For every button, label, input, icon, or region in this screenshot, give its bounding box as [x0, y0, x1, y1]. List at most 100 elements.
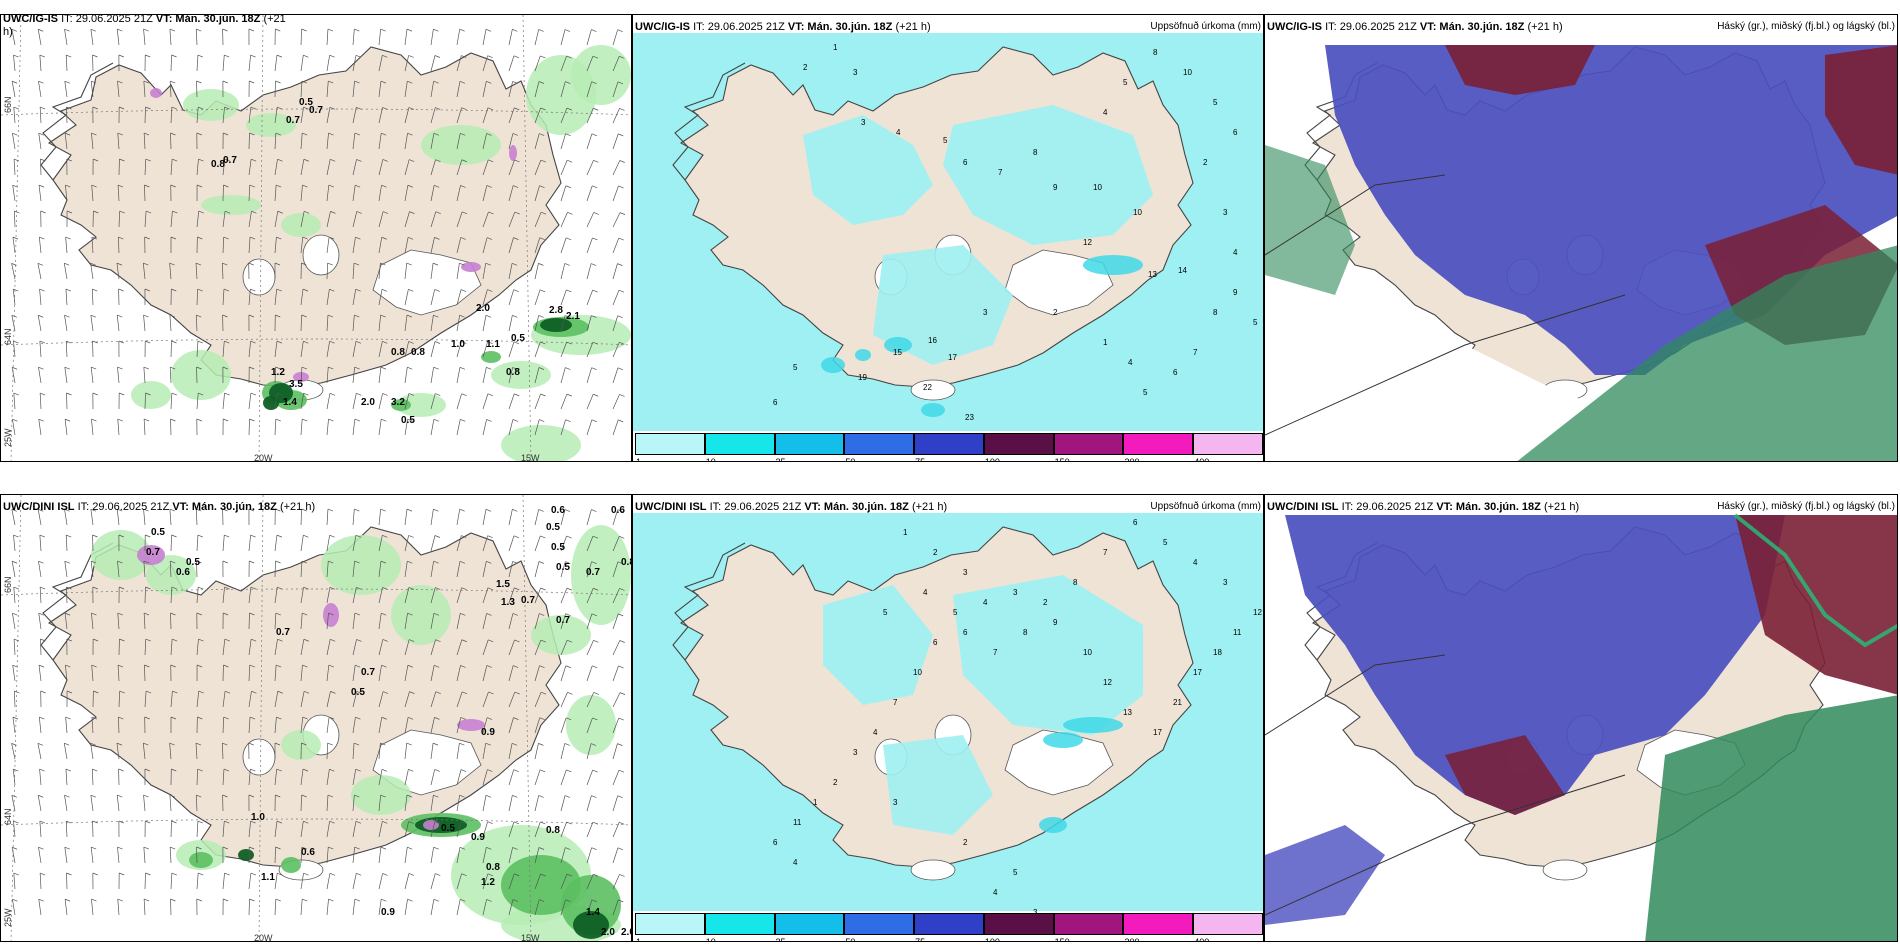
wind-barb-flag: [513, 55, 520, 59]
wind-barb: [378, 613, 382, 630]
wind-barb: [352, 795, 355, 812]
wind-barb: [430, 211, 437, 228]
ig-accum-label-item: 5: [1213, 98, 1218, 107]
wind-barb-flag: [276, 820, 283, 824]
wind-barb-flag: [382, 107, 388, 110]
wind-barb-flag: [64, 508, 70, 512]
wind-barb-flag: [565, 717, 572, 721]
wind-barb-flag: [564, 743, 570, 746]
wind-barb: [560, 237, 567, 254]
wind-barb-flag: [303, 690, 310, 694]
wind-barb-flag: [487, 587, 494, 591]
wind-barb-flag: [539, 185, 545, 188]
wind-barb: [534, 133, 540, 150]
wind-barb-flag: [66, 392, 72, 396]
ig-wind-label-item: 2.0: [476, 303, 490, 314]
ig-accum-label-item: 1: [1103, 338, 1108, 347]
wind-barb-flag: [12, 898, 18, 902]
wind-barb-flag: [565, 367, 571, 370]
ig-wind-label-item: 0.8: [411, 347, 425, 358]
wind-barb-flag: [382, 873, 388, 876]
wind-barb-flag: [197, 716, 203, 720]
wind-barb-flag: [249, 184, 255, 188]
wind-barb: [482, 367, 487, 384]
wind-barb-flag: [301, 794, 307, 798]
wind-barb-flag: [566, 55, 572, 59]
legend-swatch: [983, 433, 1054, 455]
wind-barb-flag: [198, 690, 204, 694]
dini-wind-label-item: 0.5: [186, 557, 200, 568]
wind-barb: [274, 821, 278, 838]
wind-barb-flag: [64, 794, 70, 798]
dini-accum-label-item: 6: [933, 638, 938, 647]
wind-barb-flag: [381, 664, 387, 668]
wind-barb-flag: [65, 184, 71, 188]
wind-barb-flag: [354, 508, 360, 512]
wind-barb-flag: [486, 419, 492, 422]
map-panel-dini-wind: UWC/DINI ISL IT: 29.06.2025 21Z VT: Mán.…: [0, 494, 632, 942]
wind-barb-flag: [250, 872, 257, 876]
legend-tick-label: 25: [775, 457, 786, 462]
wind-barb: [560, 81, 566, 98]
legend-tick-label: 1: [636, 457, 642, 462]
legend-tick-label: 1: [636, 937, 642, 942]
wind-barb: [91, 899, 94, 916]
wind-barb: [248, 289, 251, 306]
wind-barb-flag: [91, 132, 97, 136]
wind-barb-flag: [355, 54, 362, 58]
wind-barb: [586, 847, 592, 864]
wind-barb-flag: [513, 769, 519, 773]
wind-barb: [38, 367, 42, 384]
wind-barb-flag: [329, 54, 335, 58]
wind-barb-flag: [303, 210, 310, 214]
wind-barb: [456, 315, 461, 332]
valid-time: VT: Mán. 30.jún. 18Z: [155, 14, 261, 25]
wind-barb-flag: [356, 587, 362, 590]
precip-dark-cell: [238, 849, 254, 861]
wind-barb-flag: [64, 80, 70, 84]
wind-barb: [274, 613, 277, 630]
wind-barb: [326, 341, 330, 358]
ig-wind-label-item: 0.5: [299, 97, 313, 108]
wind-barb-flag: [92, 106, 98, 110]
accum-legend: 1 10 25 50 75 100 150 200 400: [635, 433, 1263, 462]
wind-barb: [11, 795, 16, 812]
wind-barb-flag: [251, 210, 257, 214]
wind-barb-flag: [223, 288, 230, 292]
wind-barb-flag: [91, 366, 97, 370]
wind-barb: [39, 873, 42, 890]
wind-barb-flag: [196, 28, 202, 32]
wind-barb: [430, 107, 436, 124]
dini-accum-label-item: 3: [1013, 588, 1018, 597]
wind-barb-flag: [593, 393, 599, 397]
wind-barb: [64, 133, 68, 150]
wind-barb-flag: [593, 107, 599, 111]
wind-barb-flag: [592, 237, 598, 241]
wind-barb-flag: [330, 211, 336, 214]
wind-barb: [40, 638, 42, 656]
wind-barb: [352, 29, 355, 46]
wind-barb-flag: [459, 560, 466, 564]
wind-barb-flag: [249, 664, 255, 668]
wind-barb-flag: [618, 717, 624, 721]
wind-barb: [65, 535, 68, 552]
wind-barb-flag: [381, 716, 387, 720]
wind-barb-flag: [91, 612, 97, 616]
wind-barb: [534, 55, 541, 72]
wind-barb-flag: [117, 418, 123, 422]
dini-wind-label-item: 0.8: [546, 825, 560, 836]
wind-barb: [196, 288, 198, 306]
wind-barb-flag: [251, 638, 257, 642]
wind-barb-flag: [13, 768, 19, 772]
wind-barb: [352, 133, 356, 150]
wind-barb-flag: [487, 873, 494, 877]
lat-label-64: 64N: [3, 328, 13, 345]
wind-barb-flag: [249, 80, 255, 84]
wind-barb-flag: [619, 874, 625, 877]
wind-barb-flag: [408, 55, 414, 58]
wind-barb-flag: [434, 55, 441, 58]
wind-barb-flag: [223, 418, 229, 422]
lat-label-66: 66N: [3, 576, 13, 593]
wind-barb-flag: [275, 28, 281, 32]
front-line-2: [1265, 294, 1626, 436]
